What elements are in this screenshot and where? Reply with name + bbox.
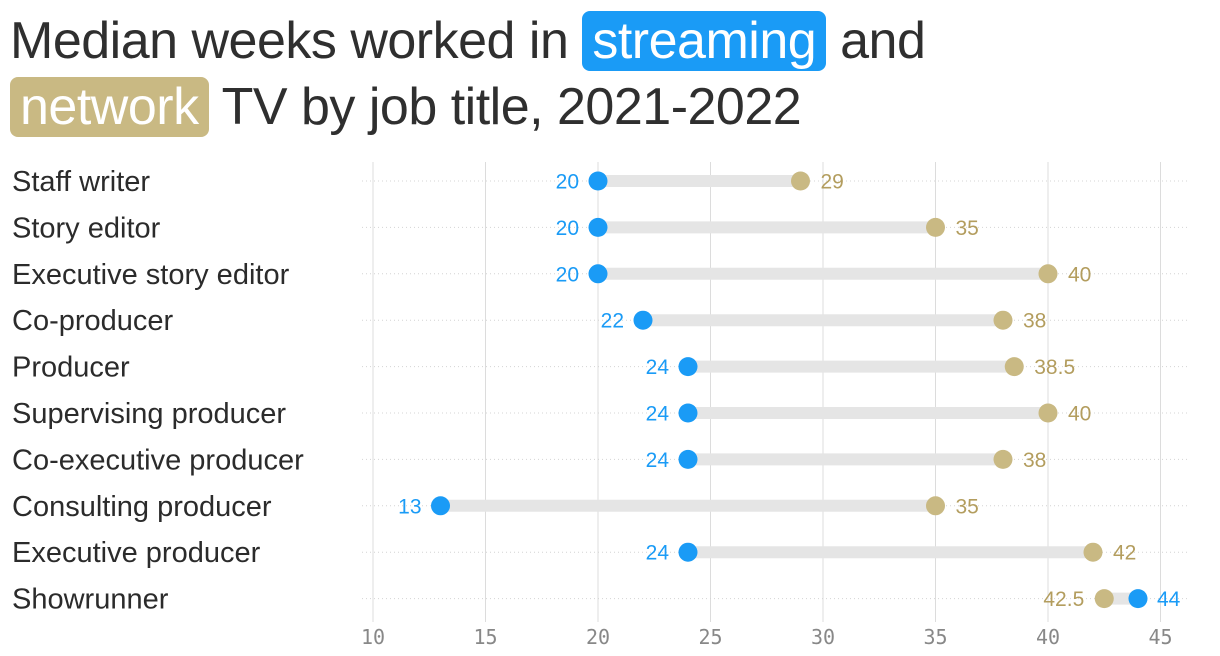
x-tick-label: 45 bbox=[1148, 625, 1172, 649]
streaming-value-label: 20 bbox=[556, 217, 579, 240]
streaming-value-label: 24 bbox=[646, 356, 670, 379]
streaming-value-label: 13 bbox=[398, 495, 421, 518]
network-dot bbox=[1083, 542, 1103, 562]
x-tick-label: 40 bbox=[1036, 625, 1060, 649]
category-label: Story editor bbox=[12, 212, 161, 244]
streaming-value-label: 24 bbox=[646, 542, 670, 565]
network-value-label: 38 bbox=[1023, 310, 1046, 333]
streaming-dot bbox=[1128, 589, 1148, 609]
streaming-dot bbox=[633, 310, 653, 330]
streaming-dot bbox=[588, 264, 608, 284]
network-value-label: 38.5 bbox=[1034, 356, 1075, 379]
x-tick-label: 15 bbox=[473, 625, 497, 649]
streaming-dot bbox=[678, 449, 698, 469]
network-value-label: 40 bbox=[1068, 403, 1091, 426]
category-label: Executive producer bbox=[12, 537, 261, 569]
category-label: Executive story editor bbox=[12, 259, 290, 291]
network-legend-highlight: network bbox=[10, 77, 209, 137]
network-dot bbox=[791, 171, 810, 191]
x-tick-label: 10 bbox=[361, 625, 385, 649]
network-value-label: 42 bbox=[1113, 542, 1136, 565]
streaming-value-label: 24 bbox=[646, 449, 670, 472]
network-dot bbox=[993, 449, 1013, 469]
network-dot bbox=[926, 496, 945, 516]
x-tick-label: 30 bbox=[811, 625, 835, 649]
network-dot bbox=[926, 217, 945, 237]
network-value-label: 35 bbox=[956, 495, 979, 518]
network-value-label: 40 bbox=[1068, 263, 1091, 286]
network-dot bbox=[1004, 357, 1024, 377]
title-part-1: Median weeks worked in bbox=[10, 12, 569, 70]
network-dot bbox=[1094, 589, 1114, 609]
x-tick-label: 25 bbox=[698, 625, 722, 649]
streaming-dot bbox=[431, 496, 450, 516]
network-dot bbox=[1038, 264, 1058, 284]
streaming-value-label: 20 bbox=[556, 171, 579, 194]
network-dot bbox=[993, 310, 1013, 330]
category-label: Showrunner bbox=[12, 584, 169, 616]
category-label: Consulting producer bbox=[12, 491, 272, 523]
network-value-label: 42.5 bbox=[1043, 588, 1084, 611]
category-label: Co-executive producer bbox=[12, 444, 304, 476]
streaming-dot bbox=[678, 542, 698, 562]
streaming-dot bbox=[678, 357, 698, 377]
streaming-value-label: 20 bbox=[556, 263, 579, 286]
category-label: Producer bbox=[12, 352, 130, 384]
chart-title: Median weeks worked in streaming and netw… bbox=[10, 8, 1210, 140]
streaming-dot bbox=[678, 403, 698, 423]
streaming-dot bbox=[588, 217, 608, 237]
category-label: Supervising producer bbox=[12, 398, 286, 430]
network-value-label: 35 bbox=[956, 217, 979, 240]
x-tick-label: 35 bbox=[923, 625, 947, 649]
network-value-label: 38 bbox=[1023, 449, 1046, 472]
category-label: Co-producer bbox=[12, 305, 174, 337]
streaming-dot bbox=[588, 171, 608, 191]
streaming-legend-highlight: streaming bbox=[582, 11, 827, 71]
streaming-value-label: 24 bbox=[646, 403, 670, 426]
network-value-label: 29 bbox=[821, 171, 844, 194]
title-part-2: and bbox=[840, 12, 926, 70]
streaming-value-label: 44 bbox=[1157, 588, 1181, 611]
title-part-3: TV by job title, 2021-2022 bbox=[221, 78, 802, 136]
streaming-value-label: 22 bbox=[601, 310, 624, 333]
category-label: Staff writer bbox=[12, 166, 150, 198]
network-dot bbox=[1038, 403, 1058, 423]
x-tick-label: 20 bbox=[586, 625, 610, 649]
